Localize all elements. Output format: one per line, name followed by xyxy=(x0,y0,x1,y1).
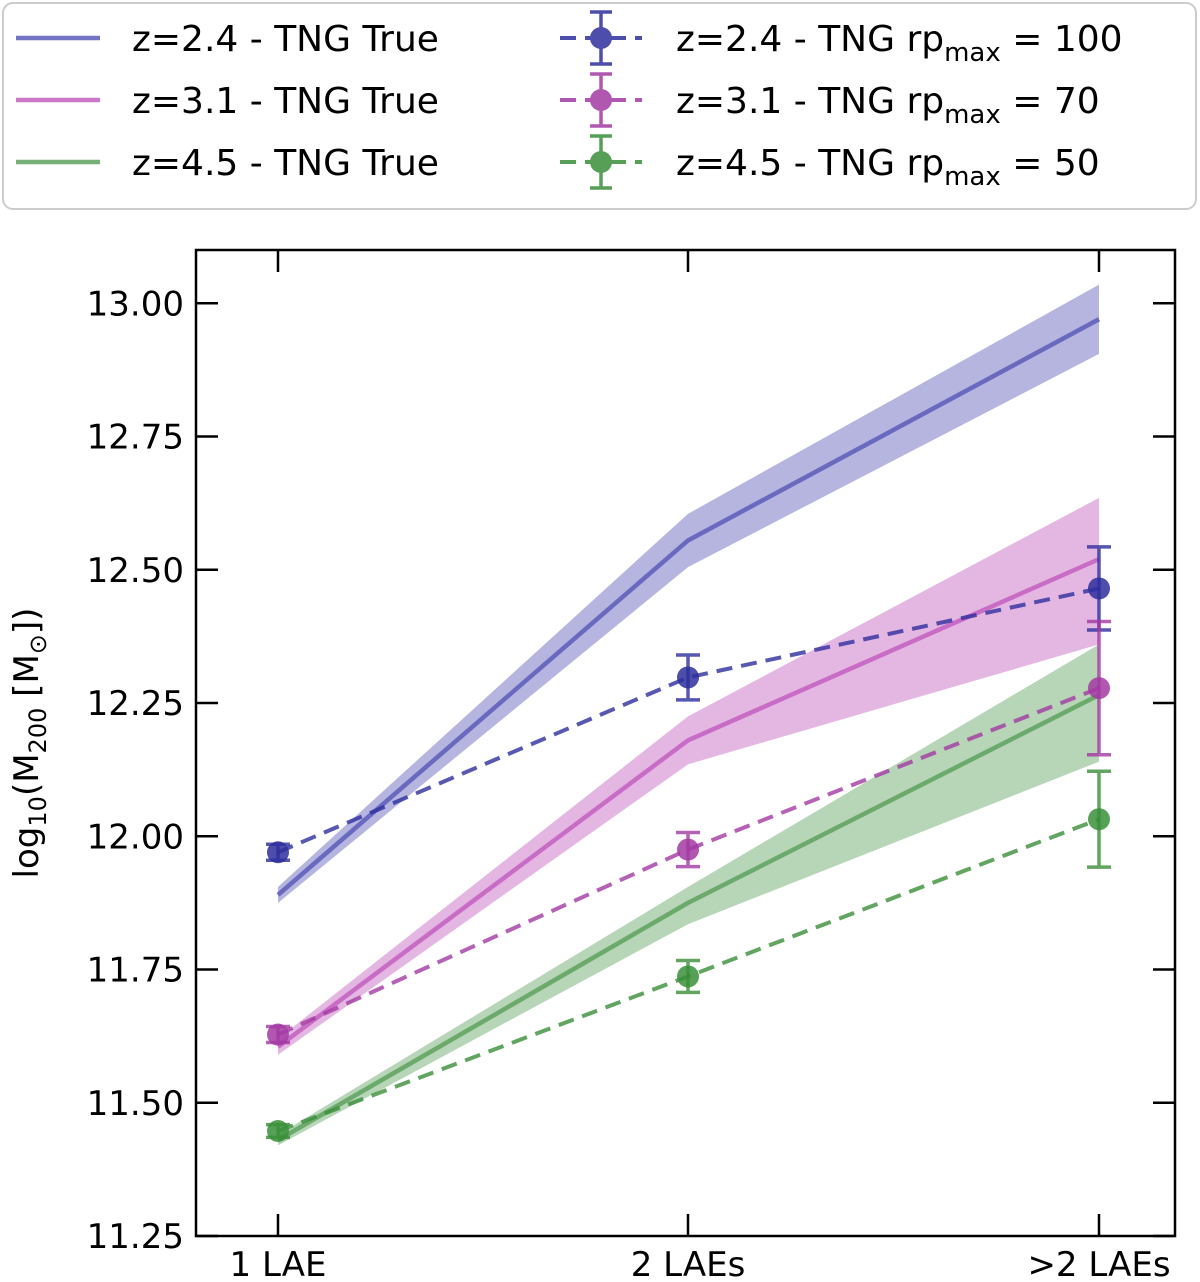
point-series-1-1 xyxy=(267,841,289,864)
x-tick-label: 2 LAEs xyxy=(631,1245,746,1282)
point-series-3-1 xyxy=(267,1120,289,1143)
plot-area: 11.25 11.50 11.75 12.00 12.25 12.50 12.75 13.00… xyxy=(7,248,1177,1282)
legend-true-label-3: z=4.5 - TNG True xyxy=(132,143,439,184)
y-tick-label: 11.75 xyxy=(87,951,184,991)
y-tick-label: 11.50 xyxy=(87,1084,184,1124)
x-tick-label: 1 LAE xyxy=(230,1245,327,1282)
legend-rp-point xyxy=(590,151,612,173)
axes-frame xyxy=(194,248,1177,1238)
legend-rp-point xyxy=(590,27,612,49)
point-series-3-2 xyxy=(677,965,699,988)
band-series-1 xyxy=(278,284,1099,903)
point-series-3-3 xyxy=(1088,808,1110,831)
band-series-2 xyxy=(278,497,1099,1055)
point-series-2-2 xyxy=(677,838,699,861)
legend: z=2.4 - TNG True z=3.1 - TNG True z=4.5 - … xyxy=(2,2,1197,210)
point-series-2-3 xyxy=(1088,677,1110,700)
y-axis-title: log10(M200 [M⊙]) xyxy=(7,608,52,879)
y-tick-label: 12.25 xyxy=(87,684,184,724)
point-series-1-3 xyxy=(1088,577,1110,600)
legend-rp-point xyxy=(590,89,612,111)
legend-true-label-2: z=3.1 - TNG True xyxy=(132,81,439,122)
legend-rp-marker-1 xyxy=(560,10,642,66)
legend-true-label-1: z=2.4 - TNG True xyxy=(132,19,439,60)
y-tick-label: 12.75 xyxy=(87,418,184,458)
legend-rp-label-3: z=4.5 - TNG rpmax = 50 xyxy=(676,143,1100,192)
x-tick-label: >2 LAEs xyxy=(1027,1245,1170,1282)
y-tick-label: 13.00 xyxy=(87,284,184,324)
legend-rp-label-1: z=2.4 - TNG rpmax = 100 xyxy=(676,19,1123,68)
legend-rp-label-2: z=3.1 - TNG rpmax = 70 xyxy=(676,81,1100,130)
y-tick-label: 11.25 xyxy=(87,1217,184,1257)
rp-line-series-1 xyxy=(277,586,1100,855)
point-series-2-1 xyxy=(267,1023,289,1046)
true-line-series-1 xyxy=(276,317,1101,897)
true-line-series-3 xyxy=(276,693,1101,1143)
legend-rp-marker-3 xyxy=(560,134,642,190)
legend-rp-marker-2 xyxy=(560,72,642,128)
y-tick-label: 12.00 xyxy=(87,817,184,857)
y-tick-label: 12.50 xyxy=(87,551,184,591)
point-series-1-2 xyxy=(677,666,699,689)
